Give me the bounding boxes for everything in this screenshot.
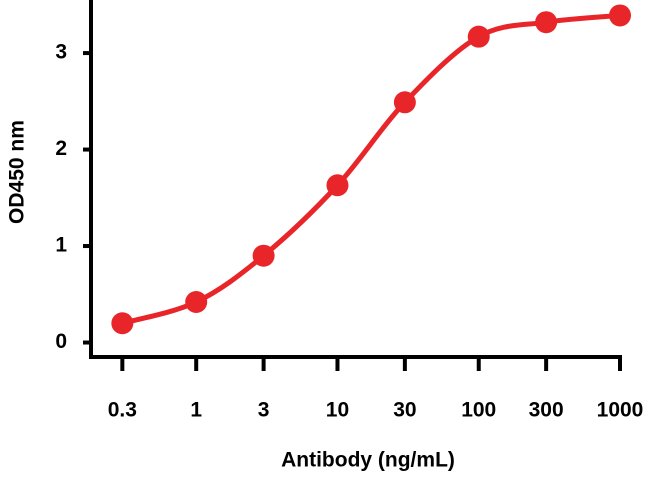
data-point <box>393 91 416 114</box>
data-point <box>111 312 134 335</box>
x-tick-label: 30 <box>393 399 416 422</box>
x-tick-label: 100 <box>461 399 496 422</box>
x-tick-label: 10 <box>326 399 349 422</box>
x-tick-label: 1 <box>190 399 202 422</box>
x-tick-label: 0.3 <box>108 399 137 422</box>
data-point <box>467 25 490 48</box>
x-tick-label: 1000 <box>597 399 644 422</box>
data-point <box>535 11 558 34</box>
data-point <box>326 174 349 197</box>
x-tick-label: 3 <box>258 399 270 422</box>
y-tick-label: 2 <box>55 137 67 160</box>
curve <box>119 12 623 326</box>
x-tick-label: 300 <box>529 399 564 422</box>
data-point <box>609 4 631 27</box>
y-tick-label: 0 <box>55 330 67 353</box>
data-point <box>185 291 208 314</box>
y-tick-label: 1 <box>55 234 67 257</box>
data-point <box>252 244 275 267</box>
x-axis-label: Antibody (ng/mL) <box>281 449 455 472</box>
y-tick-label: 3 <box>55 41 67 64</box>
y-axis-label: OD450 nm <box>6 120 29 224</box>
